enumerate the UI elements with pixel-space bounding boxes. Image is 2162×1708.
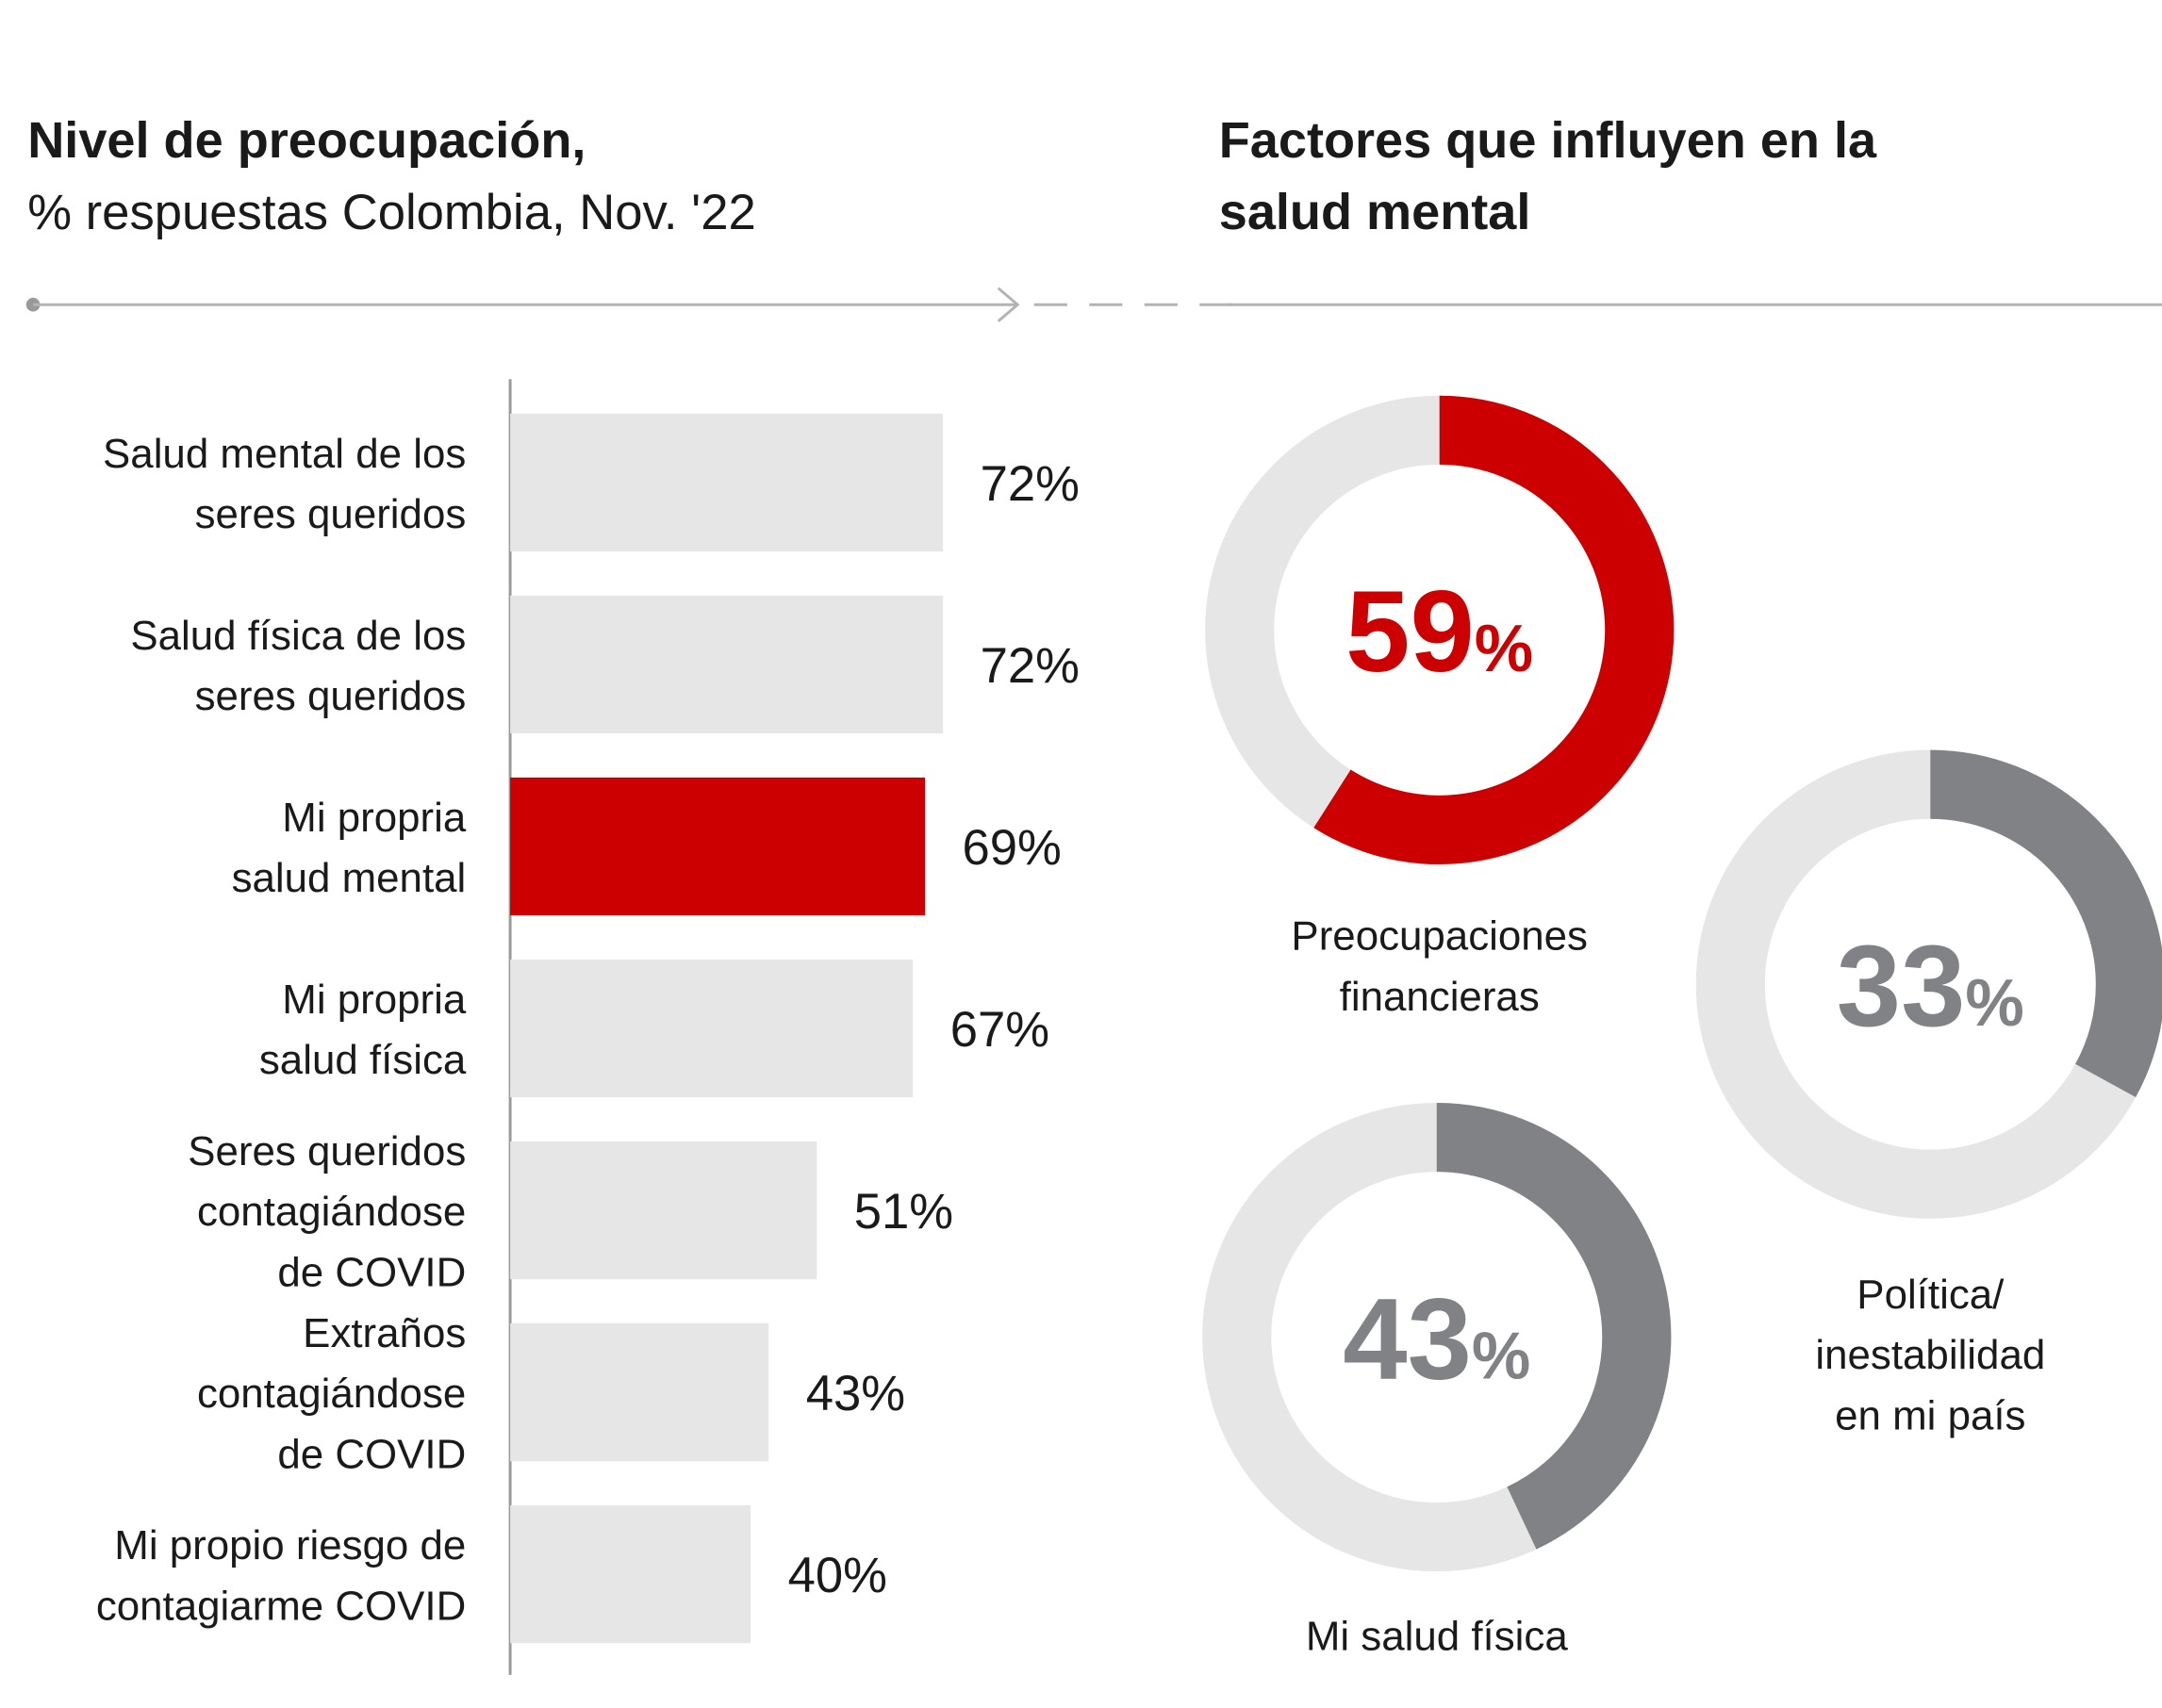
bar bbox=[510, 1504, 751, 1644]
donut-value-number: 43 bbox=[1343, 1274, 1472, 1404]
donut-value-number: 33 bbox=[1837, 922, 1966, 1051]
category-label: Mi propio riesgo de contagiarme COVID bbox=[96, 1522, 466, 1629]
value-label: 43% bbox=[806, 1366, 905, 1421]
chart-title: Factores que influyen en la salud mental bbox=[1219, 112, 1877, 240]
chart-subtitle: % respuestas Colombia, Nov. '22 bbox=[27, 185, 755, 240]
divider bbox=[25, 287, 2162, 322]
category-label: Salud mental de los seres queridos bbox=[103, 431, 466, 537]
value-label: 40% bbox=[788, 1548, 887, 1603]
donut-label: Mi salud física bbox=[1306, 1614, 1568, 1660]
category-label: Mi propria salud física bbox=[259, 977, 467, 1083]
category-label: Salud física de los seres queridos bbox=[130, 613, 466, 719]
category-label: Mi propria salud mental bbox=[232, 795, 467, 901]
donut-arc bbox=[1205, 395, 1675, 864]
value-label: 51% bbox=[854, 1184, 953, 1240]
donut-value-unit: % bbox=[1472, 1318, 1530, 1392]
donut-value: 43% bbox=[1343, 1274, 1530, 1404]
bar bbox=[510, 1322, 769, 1462]
donut-value-number: 59 bbox=[1345, 567, 1475, 697]
donut-label: Política/inestabilidad en mi país bbox=[1815, 1272, 2045, 1439]
donut-value-unit: % bbox=[1475, 611, 1533, 685]
donut-value: 33% bbox=[1837, 922, 2024, 1051]
value-label: 72% bbox=[981, 638, 1080, 694]
bar bbox=[510, 959, 914, 1098]
donut-value: 59% bbox=[1345, 567, 1533, 697]
chart-title: Nivel de preocupación, bbox=[27, 112, 586, 169]
value-label: 72% bbox=[981, 456, 1080, 512]
bar bbox=[510, 413, 944, 552]
donut-label: Preocupaciones financieras bbox=[1291, 913, 1588, 1020]
donut-arc bbox=[1695, 749, 2162, 1219]
value-label: 67% bbox=[950, 1002, 1049, 1058]
bar bbox=[510, 595, 944, 734]
donut-value-unit: % bbox=[1965, 965, 2023, 1040]
category-label: Extraños contagiándose de COVID bbox=[197, 1310, 466, 1478]
bar bbox=[510, 777, 926, 916]
value-label: 69% bbox=[963, 820, 1062, 876]
donut-arc bbox=[1202, 1102, 1672, 1572]
bar bbox=[510, 1141, 817, 1280]
category-label: Seres queridos contagiándose de COVID bbox=[188, 1128, 466, 1296]
